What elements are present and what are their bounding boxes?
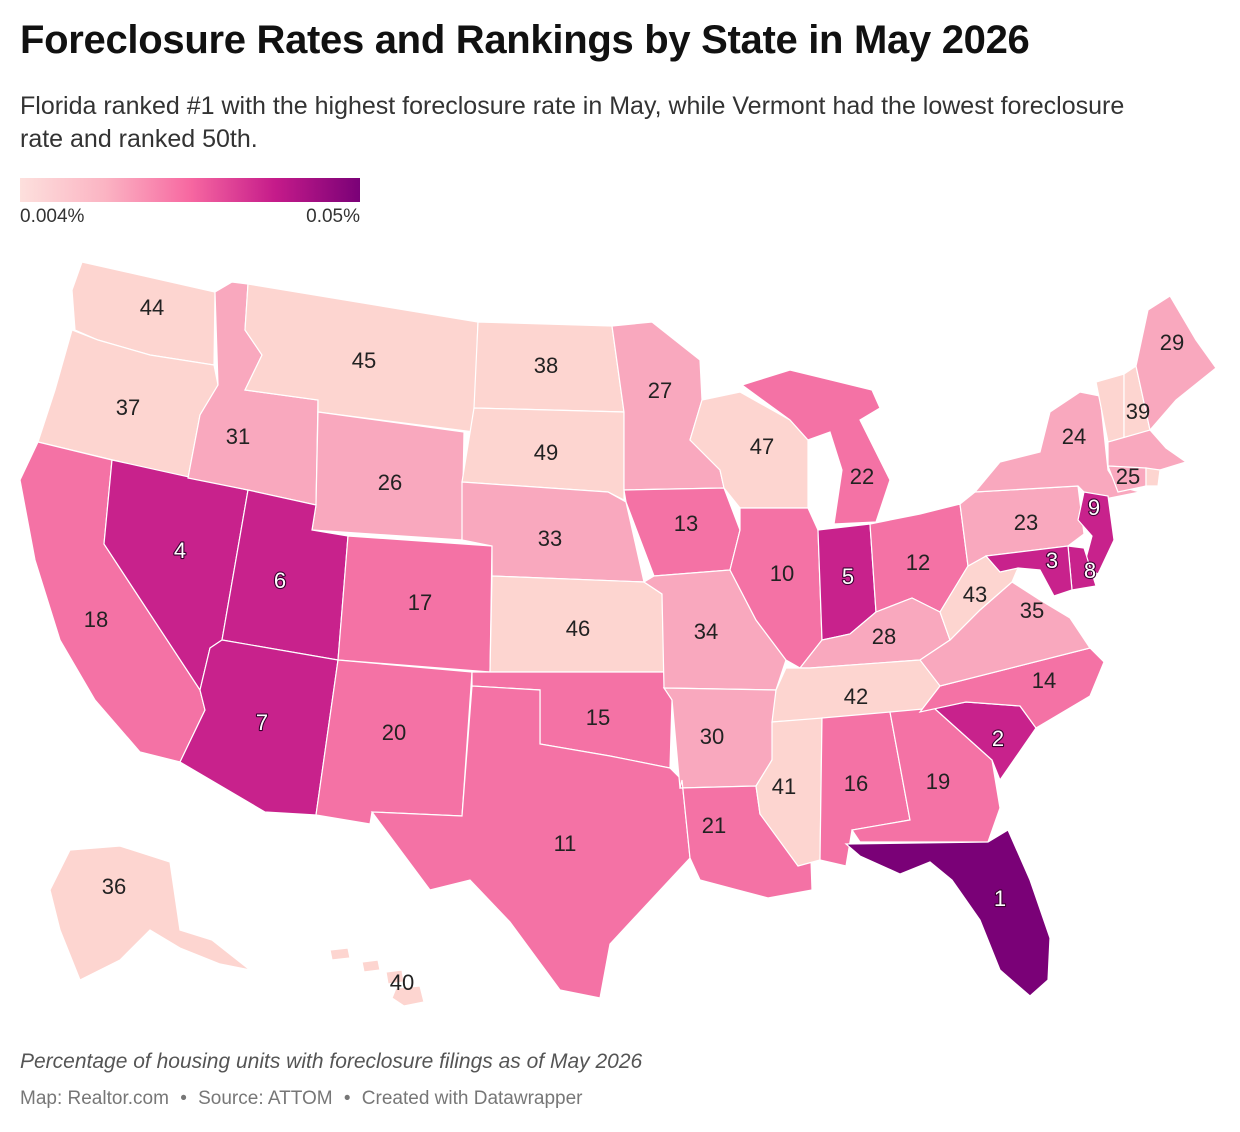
state-TX: [370, 685, 691, 999]
rank-label-TX: 11: [554, 831, 577, 856]
rank-label-MD: 3: [1046, 548, 1058, 573]
rank-label-MN: 27: [648, 378, 672, 403]
chart-byline: Map: Realtor.com • Source: ATTOM • Creat…: [20, 1088, 583, 1110]
byline-separator: •: [343, 1088, 351, 1109]
rank-label-WA: 44: [140, 295, 164, 320]
us-state-map: 44 37 18 4 31 45 26 6 7 17 20 38 49 33 4…: [19, 261, 1217, 1007]
rank-label-OK: 15: [586, 705, 610, 730]
rank-label-FL: 1: [994, 886, 1006, 911]
legend-max-label: 0.05%: [306, 206, 360, 227]
rank-label-IL: 10: [770, 561, 794, 586]
rank-label-NC: 14: [1032, 668, 1056, 693]
rank-label-MT: 45: [352, 348, 376, 373]
rank-label-AL: 16: [844, 771, 868, 796]
state-RI: [1145, 467, 1161, 487]
rank-label-NH: 39: [1126, 399, 1150, 424]
rank-label-KS: 46: [566, 616, 590, 641]
state-WY: [311, 411, 465, 541]
rank-label-WI: 47: [750, 434, 774, 459]
state-FL: [844, 829, 1051, 997]
rank-label-IN: 5: [842, 564, 854, 589]
rank-label-DE: 8: [1084, 558, 1096, 583]
rank-label-HI: 40: [390, 970, 414, 995]
byline-credit: Created with Datawrapper: [361, 1088, 583, 1109]
chart-notes: Percentage of housing units with foreclo…: [20, 1050, 643, 1073]
rank-label-NE: 33: [538, 526, 562, 551]
rank-label-IA: 13: [674, 511, 698, 536]
rank-label-AZ: 7: [256, 710, 268, 735]
rank-label-CO: 17: [408, 590, 432, 615]
color-legend: 0.004% 0.05%: [20, 178, 360, 230]
state-IL: [729, 507, 823, 669]
byline-separator: •: [180, 1088, 187, 1109]
byline-map: Map: Realtor.com: [20, 1088, 169, 1109]
rank-label-MI: 22: [850, 464, 874, 489]
rank-label-AK: 36: [102, 874, 126, 899]
state-MD: [984, 545, 1073, 597]
page-subtitle: Florida ranked #1 with the highest forec…: [20, 92, 1125, 153]
state-HI: [329, 947, 425, 1007]
rank-label-ID: 31: [226, 424, 250, 449]
rank-label-WY: 26: [378, 470, 402, 495]
rank-label-AR: 30: [700, 724, 724, 749]
page-title: Foreclosure Rates and Rankings by State …: [20, 18, 1030, 62]
rank-label-LA: 21: [702, 813, 726, 838]
rank-label-MS: 41: [772, 774, 796, 799]
rank-label-SD: 49: [534, 440, 558, 465]
byline-source: Source: ATTOM: [198, 1088, 333, 1109]
rank-label-UT: 6: [274, 568, 286, 593]
legend-gradient-bar: [20, 178, 360, 202]
state-ME: [1135, 295, 1217, 432]
rank-label-KY: 28: [872, 624, 896, 649]
rank-label-NY: 24: [1062, 424, 1086, 449]
rank-label-NV: 4: [174, 538, 186, 563]
rank-label-SC: 2: [992, 726, 1004, 751]
rank-label-OR: 37: [116, 395, 140, 420]
rank-label-TN: 42: [844, 684, 868, 709]
rank-label-CA: 18: [84, 607, 108, 632]
state-MI: [740, 369, 891, 525]
legend-min-label: 0.004%: [20, 206, 85, 227]
rank-label-OH: 12: [906, 550, 930, 575]
rank-label-ND: 38: [534, 353, 558, 378]
rank-label-PA: 23: [1014, 510, 1038, 535]
rank-label-VA: 35: [1020, 598, 1044, 623]
rank-label-CT: 25: [1116, 464, 1140, 489]
rank-label-MO: 34: [694, 619, 718, 644]
rank-label-GA: 19: [926, 769, 950, 794]
state-AK: [49, 845, 251, 981]
rank-label-WV: 43: [963, 582, 987, 607]
rank-label-NM: 20: [382, 720, 406, 745]
rank-label-NJ: 9: [1088, 495, 1100, 520]
rank-label-ME: 29: [1160, 330, 1184, 355]
